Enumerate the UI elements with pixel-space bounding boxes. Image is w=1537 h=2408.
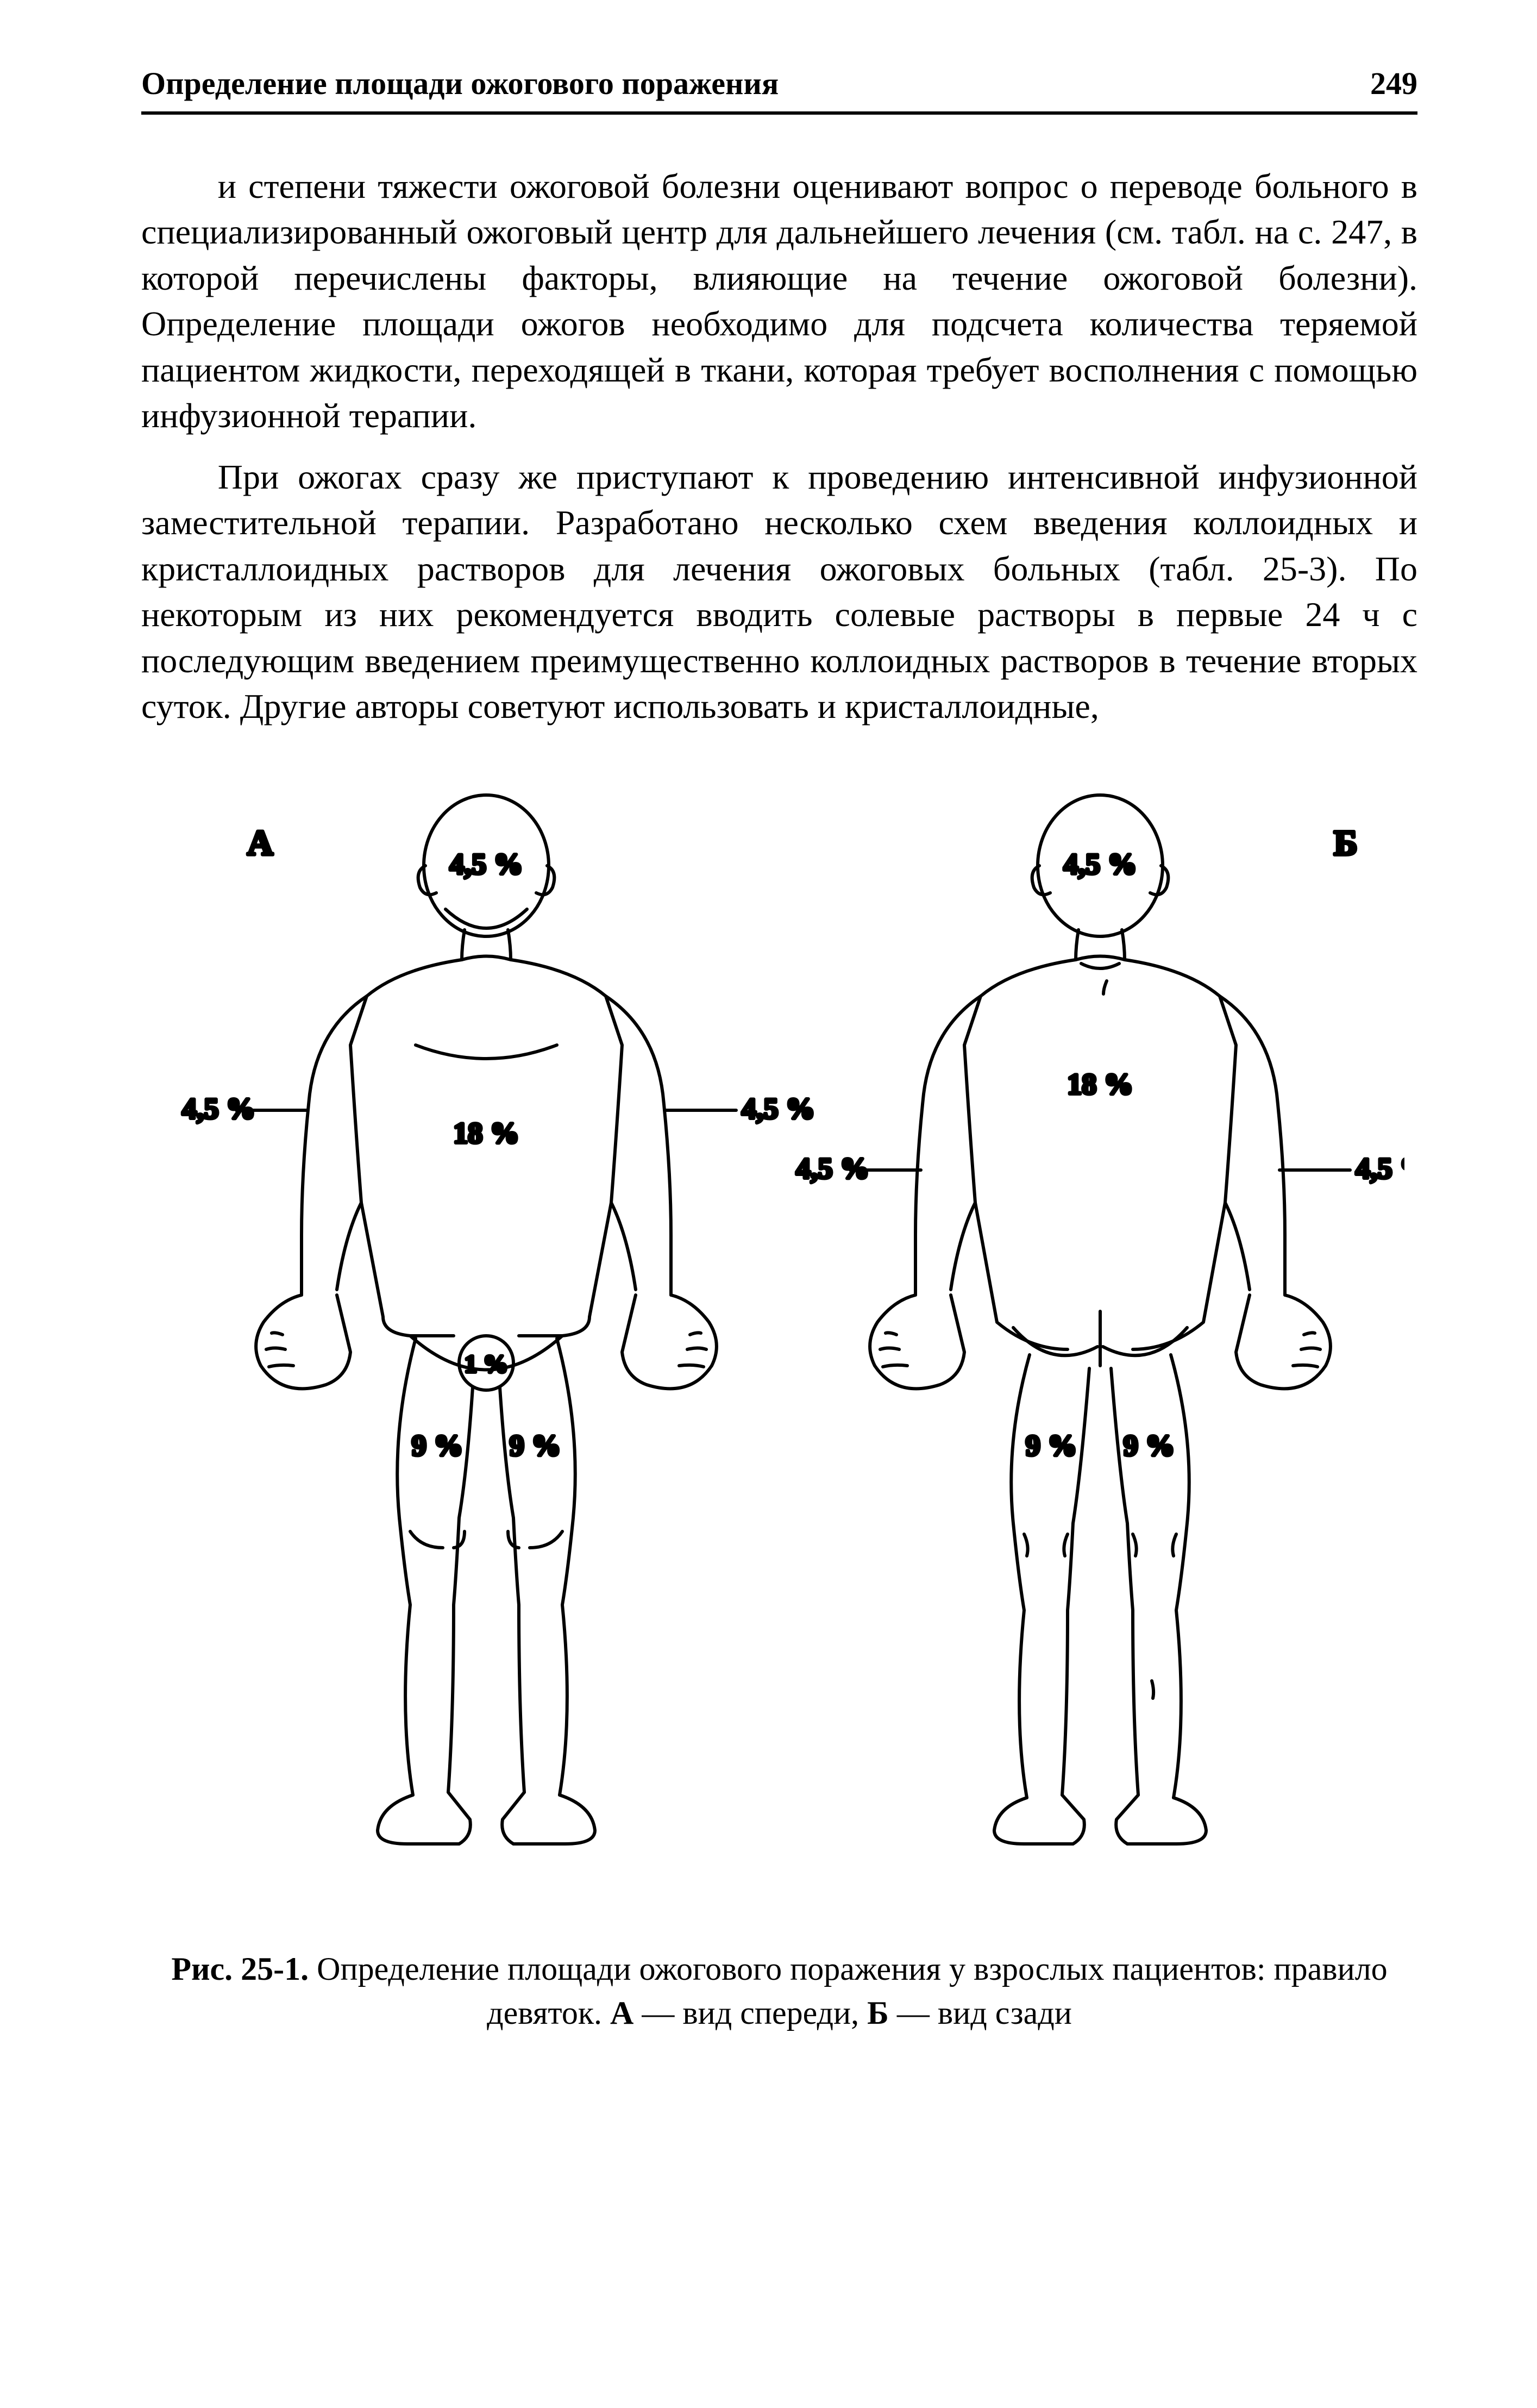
panel-b-label: Б xyxy=(1334,823,1358,863)
rule-of-nines-diagram: А xyxy=(155,773,1404,1871)
label-left-arm-b: 4,5 % xyxy=(796,1152,869,1185)
figure-caption: Рис. 25-1. Определение площади ожогового… xyxy=(141,1947,1417,2035)
label-left-arm-a: 4,5 % xyxy=(182,1092,255,1125)
label-groin-a: 1 % xyxy=(464,1350,508,1378)
panel-a-label: А xyxy=(247,823,273,863)
running-head: Определение площади ожогового поражения … xyxy=(141,65,1417,102)
label-torso-b: 18 % xyxy=(1067,1068,1133,1100)
label-head-b: 4,5 % xyxy=(1063,848,1137,880)
figure-caption-text-2: — вид спереди, xyxy=(633,1995,867,2031)
figure-caption-bold-b: Б xyxy=(867,1995,889,2031)
label-left-thigh-a: 9 % xyxy=(411,1429,463,1462)
figure: А xyxy=(141,773,1417,2035)
page: Определение площади ожогового поражения … xyxy=(0,0,1537,2408)
figure-number: Рис. 25-1. xyxy=(171,1951,309,1987)
label-right-arm-a: 4,5 % xyxy=(742,1092,815,1125)
running-title: Определение площади ожогового поражения xyxy=(141,65,779,102)
label-head-a: 4,5 % xyxy=(449,848,523,880)
label-right-arm-b: 4,5 % xyxy=(1356,1152,1404,1185)
paragraph-2: При ожогах сразу же приступают к проведе… xyxy=(141,454,1417,730)
label-torso-a: 18 % xyxy=(453,1117,519,1149)
figure-caption-text-3: — вид сзади xyxy=(889,1995,1072,2031)
label-left-thigh-b: 9 % xyxy=(1025,1429,1077,1462)
label-right-thigh-a: 9 % xyxy=(509,1429,561,1462)
header-rule xyxy=(141,111,1417,115)
body-text: и степени тяжести ожоговой болезни оцени… xyxy=(141,164,1417,730)
figure-caption-bold-a: А xyxy=(610,1995,633,2031)
label-right-thigh-b: 9 % xyxy=(1123,1429,1175,1462)
page-number: 249 xyxy=(1370,65,1417,102)
paragraph-1: и степени тяжести ожоговой болезни оцени… xyxy=(141,164,1417,439)
